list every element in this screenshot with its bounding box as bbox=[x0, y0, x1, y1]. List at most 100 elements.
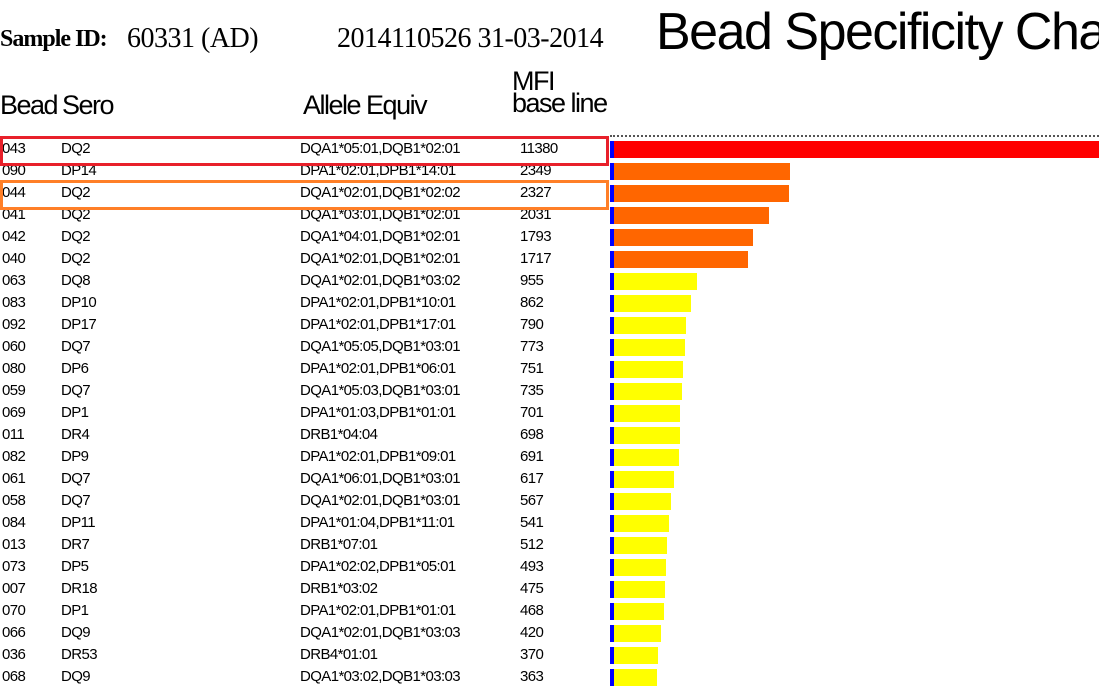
baseline-marker bbox=[610, 185, 614, 202]
mfi-cell: 11380 bbox=[520, 140, 558, 157]
allele-cell: DQA1*05:03,DQB1*03:01 bbox=[300, 382, 461, 399]
bead-cell: 063 bbox=[2, 272, 26, 289]
baseline-marker bbox=[610, 229, 614, 246]
table-row: 068 DQ9 DQA1*03:02,DQB1*03:03 363 bbox=[0, 666, 1099, 688]
bead-cell: 061 bbox=[2, 470, 26, 487]
mfi-bar bbox=[613, 603, 665, 620]
table-row: 007 DR18 DRB1*03:02 475 bbox=[0, 578, 1099, 600]
mfi-cell: 773 bbox=[520, 338, 544, 355]
table-row: 041 DQ2 DQA1*03:01,DQB1*02:01 2031 bbox=[0, 204, 1099, 226]
mfi-bar bbox=[613, 251, 749, 268]
table-row: 073 DP5 DPA1*02:02,DPB1*05:01 493 bbox=[0, 556, 1099, 578]
allele-cell: DQA1*05:01,DQB1*02:01 bbox=[300, 140, 461, 157]
bead-cell: 044 bbox=[2, 184, 26, 201]
bead-cell: 040 bbox=[2, 250, 26, 267]
bead-cell: 084 bbox=[2, 514, 26, 531]
table-row: 092 DP17 DPA1*02:01,DPB1*17:01 790 bbox=[0, 314, 1099, 336]
baseline-marker bbox=[610, 603, 614, 620]
table-row: 070 DP1 DPA1*02:01,DPB1*01:01 468 bbox=[0, 600, 1099, 622]
mfi-bar bbox=[613, 383, 683, 400]
mfi-cell: 370 bbox=[520, 646, 544, 663]
mfi-bar bbox=[613, 559, 667, 576]
mfi-cell: 468 bbox=[520, 602, 544, 619]
mfi-cell: 1717 bbox=[520, 250, 552, 267]
allele-cell: DPA1*02:01,DPB1*17:01 bbox=[300, 316, 456, 333]
allele-cell: DPA1*01:03,DPB1*01:01 bbox=[300, 404, 456, 421]
sero-cell: DQ7 bbox=[61, 492, 91, 509]
mfi-bar bbox=[613, 339, 685, 356]
allele-cell: DQA1*02:01,DQB1*02:02 bbox=[300, 184, 461, 201]
sero-cell: DR53 bbox=[61, 646, 98, 663]
sero-cell: DR4 bbox=[61, 426, 90, 443]
mfi-cell: 567 bbox=[520, 492, 544, 509]
bead-cell: 069 bbox=[2, 404, 26, 421]
sero-header: Sero bbox=[62, 90, 115, 120]
mfi-cell: 2327 bbox=[520, 184, 552, 201]
table-row: 083 DP10 DPA1*02:01,DPB1*10:01 862 bbox=[0, 292, 1099, 314]
baseline-marker bbox=[610, 449, 614, 466]
mfi-bar bbox=[613, 361, 684, 378]
baseline-marker bbox=[610, 295, 614, 312]
mfi-header-line1: MFI bbox=[512, 66, 555, 96]
sero-cell: DP10 bbox=[61, 294, 97, 311]
baseline-marker bbox=[610, 383, 614, 400]
bead-cell: 043 bbox=[2, 140, 26, 157]
allele-cell: DQA1*03:02,DQB1*03:03 bbox=[300, 668, 461, 685]
bead-cell: 092 bbox=[2, 316, 26, 333]
allele-cell: DQA1*05:05,DQB1*03:01 bbox=[300, 338, 461, 355]
baseline-marker bbox=[610, 515, 614, 532]
sample-id-label: Sample ID: bbox=[0, 26, 108, 52]
table-row: 011 DR4 DRB1*04:04 698 bbox=[0, 424, 1099, 446]
mfi-cell: 701 bbox=[520, 404, 544, 421]
sero-cell: DQ2 bbox=[61, 206, 91, 223]
mfi-bar bbox=[613, 427, 680, 444]
table-row: 040 DQ2 DQA1*02:01,DQB1*02:01 1717 bbox=[0, 248, 1099, 270]
bead-cell: 042 bbox=[2, 228, 26, 245]
baseline-marker bbox=[610, 361, 614, 378]
baseline-marker bbox=[610, 581, 614, 598]
allele-cell: DPA1*02:01,DPB1*09:01 bbox=[300, 448, 456, 465]
bead-header: Bead bbox=[0, 90, 59, 120]
bead-cell: 068 bbox=[2, 668, 26, 685]
table-row: 082 DP9 DPA1*02:01,DPB1*09:01 691 bbox=[0, 446, 1099, 468]
table-row: 059 DQ7 DQA1*05:03,DQB1*03:01 735 bbox=[0, 380, 1099, 402]
run-info: 2014110526 31-03-2014 bbox=[337, 23, 604, 54]
mfi-header-line2: base line bbox=[512, 88, 608, 118]
sero-cell: DP1 bbox=[61, 404, 89, 421]
mfi-cell: 475 bbox=[520, 580, 544, 597]
sero-cell: DP17 bbox=[61, 316, 97, 333]
allele-cell: DQA1*02:01,DQB1*03:01 bbox=[300, 492, 461, 509]
allele-cell: DRB4*01:01 bbox=[300, 646, 378, 663]
baseline-marker bbox=[610, 427, 614, 444]
baseline-marker bbox=[610, 317, 614, 334]
sero-cell: DP1 bbox=[61, 602, 89, 619]
bead-cell: 013 bbox=[2, 536, 26, 553]
sero-cell: DP6 bbox=[61, 360, 89, 377]
table-row: 043 DQ2 DQA1*05:01,DQB1*02:01 11380 bbox=[0, 138, 1099, 160]
mfi-cell: 955 bbox=[520, 272, 544, 289]
table-row: 013 DR7 DRB1*07:01 512 bbox=[0, 534, 1099, 556]
mfi-bar bbox=[613, 471, 675, 488]
mfi-bar bbox=[613, 669, 658, 686]
sero-cell: DR18 bbox=[61, 580, 98, 597]
mfi-cell: 420 bbox=[520, 624, 544, 641]
mfi-bar bbox=[613, 493, 671, 510]
sero-cell: DR7 bbox=[61, 536, 90, 553]
mfi-cell: 493 bbox=[520, 558, 544, 575]
allele-cell: DQA1*06:01,DQB1*03:01 bbox=[300, 470, 461, 487]
mfi-bar bbox=[613, 229, 754, 246]
baseline-marker bbox=[610, 493, 614, 510]
baseline-marker bbox=[610, 669, 614, 686]
baseline-marker bbox=[610, 625, 614, 642]
bead-cell: 058 bbox=[2, 492, 26, 509]
mfi-cell: 512 bbox=[520, 536, 544, 553]
allele-cell: DQA1*04:01,DQB1*02:01 bbox=[300, 228, 461, 245]
mfi-bar bbox=[613, 515, 670, 532]
mfi-bar bbox=[613, 185, 789, 202]
mfi-cell: 1793 bbox=[520, 228, 552, 245]
sero-cell: DQ7 bbox=[61, 470, 91, 487]
baseline-marker bbox=[610, 559, 614, 576]
table-row: 036 DR53 DRB4*01:01 370 bbox=[0, 644, 1099, 666]
mfi-cell: 617 bbox=[520, 470, 544, 487]
baseline-marker bbox=[610, 207, 614, 224]
